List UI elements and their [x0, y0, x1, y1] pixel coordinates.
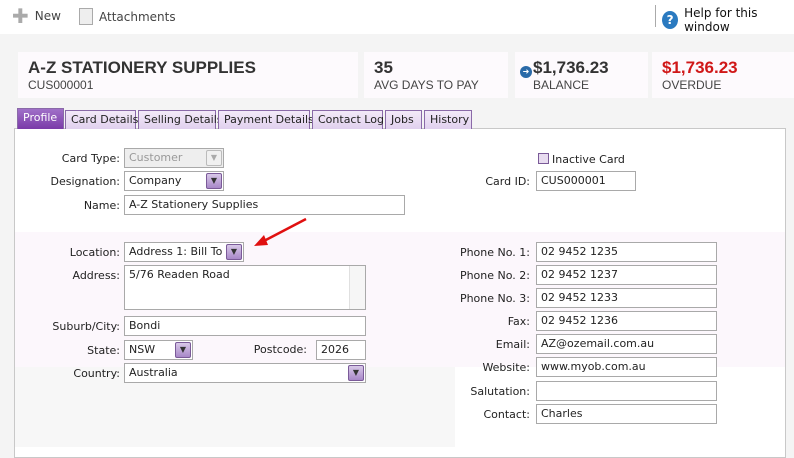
tab-jobs[interactable]: Jobs	[385, 110, 422, 129]
arrow-right-icon[interactable]: ➜	[520, 66, 532, 78]
tab-selling-details[interactable]: Selling Details	[138, 110, 223, 129]
location-label: Location:	[69, 246, 120, 259]
chevron-down-icon: ▼	[348, 365, 364, 381]
phone2-field[interactable]: 02 9452 1237	[536, 265, 717, 285]
tab-contact-log[interactable]: Contact Log	[312, 110, 384, 129]
phone2-label: Phone No. 2:	[459, 269, 530, 282]
red-arrow-annotation	[254, 217, 307, 246]
fax-field[interactable]: 02 9452 1236	[536, 311, 717, 331]
salutation-label: Salutation:	[470, 385, 530, 398]
inactive-card-label: Inactive Card	[552, 153, 625, 166]
tab-profile[interactable]: Profile	[17, 108, 64, 129]
phone3-field[interactable]: 02 9452 1233	[536, 288, 717, 308]
address-label: Address:	[72, 269, 120, 282]
website-label: Website:	[482, 361, 530, 374]
email-field[interactable]: AZ@ozemail.com.au	[536, 334, 717, 354]
chevron-down-icon: ▼	[226, 244, 242, 260]
location-value: Address 1: Bill To	[129, 245, 223, 258]
scrollbar[interactable]	[349, 266, 365, 309]
chevron-down-icon: ▼	[206, 150, 222, 166]
phone1-label: Phone No. 1:	[459, 246, 530, 259]
inactive-card-checkbox[interactable]	[538, 153, 549, 164]
location-select[interactable]: Address 1: Bill To ▼	[124, 242, 244, 262]
suburb-field[interactable]: Bondi	[124, 316, 366, 336]
state-value: NSW	[129, 343, 156, 356]
divider	[655, 5, 656, 27]
chevron-down-icon: ▼	[206, 173, 222, 189]
postcode-field[interactable]: 2026	[316, 340, 366, 360]
designation-label: Designation:	[50, 175, 121, 188]
country-select[interactable]: Australia ▼	[124, 363, 366, 383]
plus-icon: ✚	[12, 4, 29, 28]
website-field[interactable]: www.myob.com.au	[536, 357, 717, 377]
customer-name: A-Z STATIONERY SUPPLIES	[28, 58, 256, 77]
attachment-icon	[79, 8, 93, 25]
state-label: State:	[87, 344, 120, 357]
name-label: Name:	[83, 199, 120, 212]
state-select[interactable]: NSW ▼	[124, 340, 193, 360]
tab-card-details[interactable]: Card Details	[65, 110, 138, 129]
country-value: Australia	[129, 366, 178, 379]
salutation-field[interactable]	[536, 381, 717, 401]
name-field[interactable]: A-Z Stationery Supplies	[124, 195, 405, 215]
country-label: Country:	[73, 367, 120, 380]
tab-history[interactable]: History	[424, 110, 472, 129]
designation-select[interactable]: Company ▼	[124, 171, 224, 191]
overdue-value: $1,736.23	[662, 58, 738, 77]
suburb-label: Suburb/City:	[52, 320, 120, 333]
fax-label: Fax:	[507, 315, 530, 328]
phone3-label: Phone No. 3:	[459, 292, 530, 305]
contact-label: Contact:	[483, 408, 530, 421]
email-label: Email:	[495, 338, 530, 351]
contact-field[interactable]: Charles	[536, 404, 717, 424]
card-id-label: Card ID:	[485, 175, 530, 188]
designation-value: Company	[129, 174, 182, 187]
help-button[interactable]: ? Help for this window	[662, 6, 794, 34]
card-type-label: Card Type:	[61, 152, 120, 165]
avg-days-label: AVG DAYS TO PAY	[374, 78, 479, 92]
help-icon: ?	[662, 11, 679, 29]
new-button[interactable]: ✚ New	[12, 4, 61, 28]
balance-label: BALANCE	[533, 78, 590, 92]
overdue-label: OVERDUE	[662, 78, 722, 92]
balance-card[interactable]: ➜ $1,736.23 BALANCE	[515, 52, 648, 98]
card-type-select[interactable]: Customer ▼	[124, 148, 224, 168]
overdue-card: $1,736.23 OVERDUE	[652, 52, 794, 98]
balance-value: $1,736.23	[533, 58, 609, 77]
customer-id: CUS000001	[28, 78, 94, 92]
tab-payment-details[interactable]: Payment Details	[218, 110, 314, 129]
attachments-button[interactable]: Attachments	[79, 8, 176, 25]
avg-days-card: 35 AVG DAYS TO PAY	[364, 52, 508, 98]
card-id-field[interactable]: CUS000001	[536, 171, 636, 191]
avg-days-value: 35	[374, 58, 393, 77]
customer-card-header: A-Z STATIONERY SUPPLIES CUS000001	[18, 52, 358, 98]
address-field[interactable]: 5/76 Readen Road	[124, 265, 366, 310]
toolbar: ✚ New Attachments ? Help for this window	[0, 0, 794, 34]
chevron-down-icon: ▼	[175, 342, 191, 358]
phone1-field[interactable]: 02 9452 1235	[536, 242, 717, 262]
card-type-value: Customer	[129, 151, 183, 164]
postcode-label: Postcode:	[253, 343, 307, 356]
address-value: 5/76 Readen Road	[129, 268, 230, 281]
